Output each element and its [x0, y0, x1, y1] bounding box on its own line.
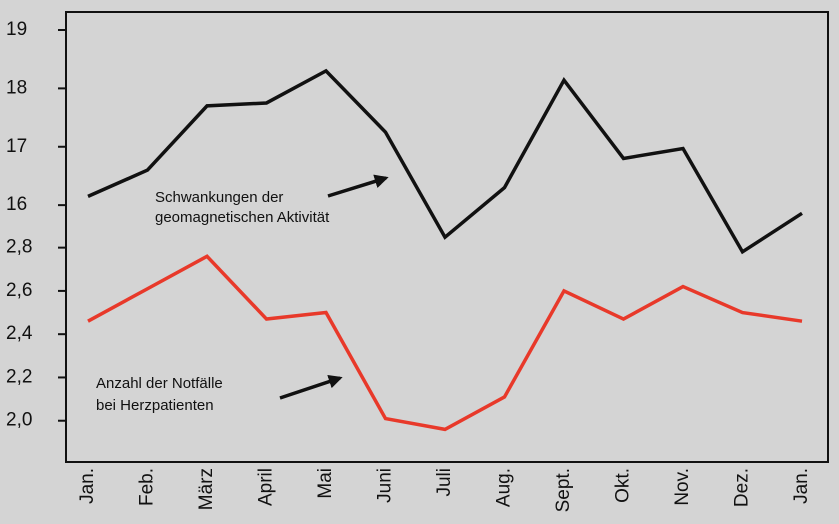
- y-tick-label: 19: [6, 19, 27, 40]
- data-line: [87, 254, 803, 432]
- y-tick-label: 2,4: [6, 323, 33, 344]
- annotation: geomagnetischen Aktivität: [155, 209, 330, 226]
- x-tick-label: Juni: [375, 468, 396, 503]
- y-tick-label: 2,0: [6, 410, 32, 431]
- x-tick-label: Feb.: [137, 468, 158, 506]
- x-tick-label: Dez.: [732, 468, 753, 507]
- annotation: Schwankungen der: [155, 189, 283, 206]
- x-tick-label: Jan.: [77, 468, 98, 504]
- y-tick-label: 2,6: [6, 280, 32, 301]
- y-tick-label: 16: [6, 194, 27, 215]
- x-tick-label: März: [196, 468, 217, 510]
- y-tick-label: 18: [6, 77, 27, 98]
- x-tick-label: Nov.: [672, 468, 693, 506]
- y-tick-label: 2,2: [6, 366, 32, 387]
- data-line: [87, 68, 803, 255]
- y-tick-label: 2,8: [6, 237, 32, 258]
- annotation: bei Herzpatienten: [96, 397, 214, 414]
- x-tick-label: Aug.: [494, 468, 515, 507]
- y-tick-label: 17: [6, 136, 27, 157]
- plot-frame: [65, 11, 829, 463]
- x-tick-label: April: [256, 468, 277, 506]
- annotation: Anzahl der Notfälle: [96, 375, 223, 392]
- x-tick-label: Juli: [434, 468, 455, 497]
- arrow: [279, 374, 343, 400]
- x-tick-label: Jan.: [791, 468, 812, 504]
- arrow: [327, 174, 389, 198]
- x-tick-label: Okt.: [613, 468, 634, 503]
- x-tick-label: Sept.: [553, 468, 574, 512]
- x-tick-label: Mai: [315, 468, 336, 499]
